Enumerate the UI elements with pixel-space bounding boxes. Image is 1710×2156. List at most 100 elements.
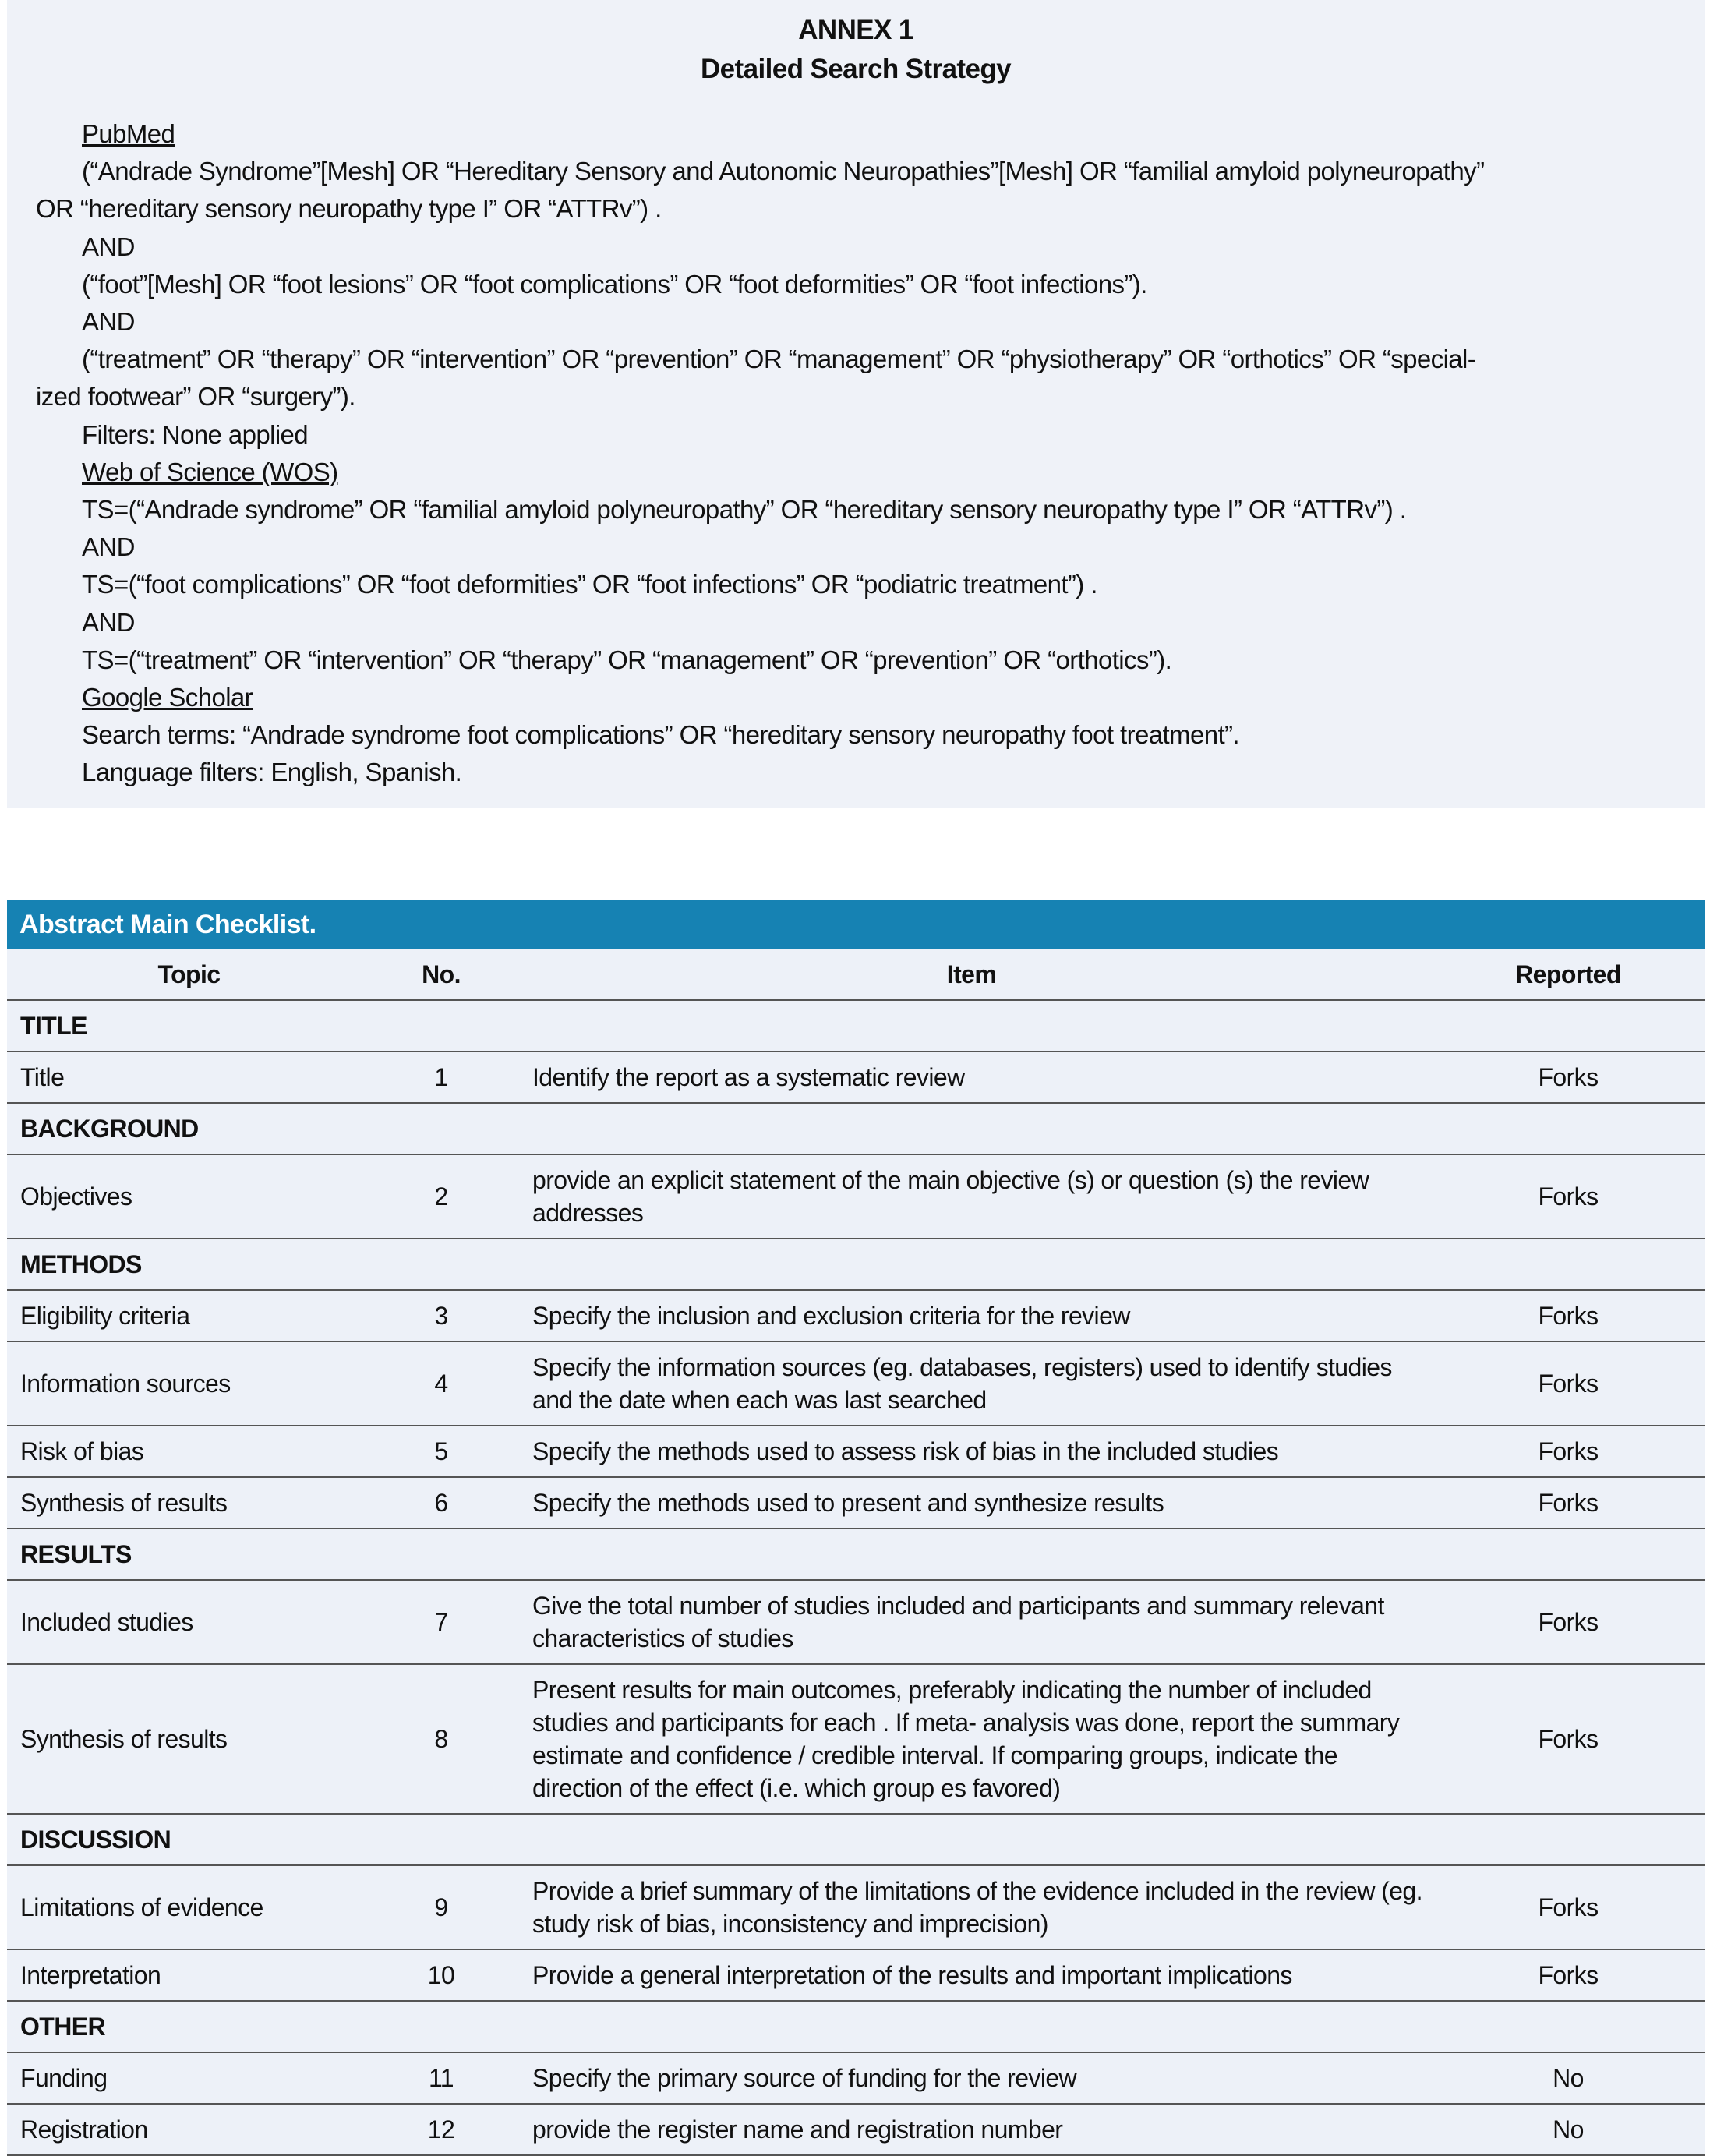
table-row: Limitations of evidence 9 Provide a brief … <box>7 1865 1705 1950</box>
annex-line-text: TS=(“treatment” OR “intervention” OR “th… <box>82 645 1172 674</box>
annex-line: AND <box>7 528 1705 566</box>
cell-item: provide the register name and registrati… <box>511 2104 1432 2156</box>
annex-line-text: (“foot”[Mesh] OR “foot lesions” OR “foot… <box>82 269 1147 299</box>
table-row: Registration 12 provide the register name … <box>7 2104 1705 2156</box>
annex-line: ized footwear” OR “surgery”). <box>7 378 1705 415</box>
database-heading: PubMed <box>82 119 175 148</box>
annex-line: AND <box>7 228 1705 266</box>
table-row: Information sources 4 Specify the informat… <box>7 1341 1705 1426</box>
section-label: TITLE <box>7 1000 1705 1052</box>
cell-no: 5 <box>371 1426 511 1478</box>
cell-no: 10 <box>371 1949 511 2002</box>
section-label: RESULTS <box>7 1529 1705 1581</box>
cell-item: provide an explicit statement of the mai… <box>511 1154 1432 1239</box>
annex-line: TS=(“Andrade syndrome” OR “familial amyl… <box>7 491 1705 528</box>
database-heading: Google Scholar <box>82 683 253 712</box>
annex-line-text: AND <box>82 532 135 562</box>
section-label: METHODS <box>7 1239 1705 1291</box>
cell-item: Specify the primary source of funding fo… <box>511 2052 1432 2105</box>
annex-line: Google Scholar <box>7 679 1705 716</box>
cell-item: Give the total number of studies include… <box>511 1580 1432 1665</box>
cell-rep: Forks <box>1432 1949 1705 2002</box>
cell-topic: Title <box>7 1051 371 1104</box>
checklist-table: Abstract Main Checklist. Topic No. Item … <box>7 900 1705 2156</box>
cell-item: Identify the report as a systematic revi… <box>511 1051 1432 1104</box>
cell-rep: Forks <box>1432 1154 1705 1239</box>
section-row: OTHER <box>7 2001 1705 2053</box>
table-row: Risk of bias 5 Specify the methods used to… <box>7 1426 1705 1478</box>
annex-line: TS=(“foot complications” OR “foot deform… <box>7 566 1705 603</box>
annex-line-text: (“treatment” OR “therapy” OR “interventi… <box>82 345 1476 374</box>
annex-line-text: ized footwear” OR “surgery”). <box>36 382 355 412</box>
annex-line: Web of Science (WOS) <box>7 454 1705 491</box>
cell-topic: Included studies <box>7 1580 371 1665</box>
cell-topic: Limitations of evidence <box>7 1865 371 1950</box>
section-row: TITLE <box>7 1000 1705 1052</box>
cell-topic: Risk of bias <box>7 1426 371 1478</box>
table-caption: Abstract Main Checklist. <box>7 900 1705 949</box>
table-row: Synthesis of results 8 Present results for… <box>7 1664 1705 1815</box>
annex-line: (“treatment” OR “therapy” OR “interventi… <box>7 341 1705 378</box>
annex-title: ANNEX 1 <box>798 15 913 45</box>
table-row: Synthesis of results 6 Specify the methods… <box>7 1477 1705 1529</box>
annex-line-text: (“Andrade Syndrome”[Mesh] OR “Hereditary… <box>82 157 1485 186</box>
annex-line-text: AND <box>82 607 135 637</box>
cell-no: 4 <box>371 1341 511 1426</box>
cell-item: Provide a general interpretation of the … <box>511 1949 1432 2002</box>
col-reported: Reported <box>1432 949 1705 1001</box>
section-row: DISCUSSION <box>7 1814 1705 1866</box>
cell-rep: Forks <box>1432 1290 1705 1342</box>
cell-no: 7 <box>371 1580 511 1665</box>
col-item: Item <box>511 949 1432 1001</box>
cell-no: 3 <box>371 1290 511 1342</box>
cell-item: Specify the methods used to assess risk … <box>511 1426 1432 1478</box>
cell-rep: No <box>1432 2052 1705 2105</box>
header-row: Topic No. Item Reported <box>7 949 1705 1001</box>
database-heading: Web of Science (WOS) <box>82 457 338 486</box>
cell-rep: Forks <box>1432 1664 1705 1815</box>
cell-rep: Forks <box>1432 1865 1705 1950</box>
col-no: No. <box>371 949 511 1001</box>
cell-rep: Forks <box>1432 1051 1705 1104</box>
table-row: Included studies 7 Give the total number o… <box>7 1580 1705 1665</box>
table-row: Interpretation 10 Provide a general interp… <box>7 1949 1705 2002</box>
annex-line: (“foot”[Mesh] OR “foot lesions” OR “foot… <box>7 266 1705 303</box>
table-row: Funding 11 Specify the primary source of f… <box>7 2052 1705 2105</box>
cell-item: Provide a brief summary of the limitatio… <box>511 1865 1432 1950</box>
annex-line-text: Search terms: “Andrade syndrome foot com… <box>82 720 1240 750</box>
section-label: BACKGROUND <box>7 1103 1705 1155</box>
annex-line-text: Language filters: English, Spanish. <box>82 758 462 787</box>
annex-subtitle: Detailed Search Strategy <box>701 54 1012 84</box>
table-row: Title 1 Identify the report as a systemati… <box>7 1051 1705 1104</box>
annex-line-text: TS=(“foot complications” OR “foot deform… <box>82 570 1097 599</box>
cell-item: Specify the information sources (eg. dat… <box>511 1341 1432 1426</box>
cell-no: 6 <box>371 1477 511 1529</box>
annex-line: Language filters: English, Spanish. <box>7 754 1705 791</box>
annex-line-text: OR “hereditary sensory neuropathy type I… <box>36 194 662 224</box>
annex-line-text: AND <box>82 232 135 261</box>
cell-rep: Forks <box>1432 1426 1705 1478</box>
cell-no: 11 <box>371 2052 511 2105</box>
cell-no: 12 <box>371 2104 511 2156</box>
annex-line: OR “hereditary sensory neuropathy type I… <box>7 190 1705 228</box>
section-row: METHODS <box>7 1239 1705 1291</box>
cell-topic: Interpretation <box>7 1949 371 2002</box>
cell-item: Present results for main outcomes, prefe… <box>511 1664 1432 1815</box>
table-row: Objectives 2 provide an explicit statement… <box>7 1154 1705 1239</box>
section-label: OTHER <box>7 2001 1705 2053</box>
cell-topic: Objectives <box>7 1154 371 1239</box>
cell-topic: Information sources <box>7 1341 371 1426</box>
annex-line-text: AND <box>82 307 135 337</box>
cell-item: Specify the methods used to present and … <box>511 1477 1432 1529</box>
annex-line: TS=(“treatment” OR “intervention” OR “th… <box>7 641 1705 679</box>
annex-line: Search terms: “Andrade syndrome foot com… <box>7 716 1705 754</box>
cell-topic: Eligibility criteria <box>7 1290 371 1342</box>
annex-line: (“Andrade Syndrome”[Mesh] OR “Hereditary… <box>7 153 1705 190</box>
cell-no: 1 <box>371 1051 511 1104</box>
cell-topic: Registration <box>7 2104 371 2156</box>
cell-no: 8 <box>371 1664 511 1815</box>
section-row: RESULTS <box>7 1529 1705 1581</box>
annex-line: AND <box>7 303 1705 341</box>
cell-rep: Forks <box>1432 1580 1705 1665</box>
cell-rep: Forks <box>1432 1477 1705 1529</box>
